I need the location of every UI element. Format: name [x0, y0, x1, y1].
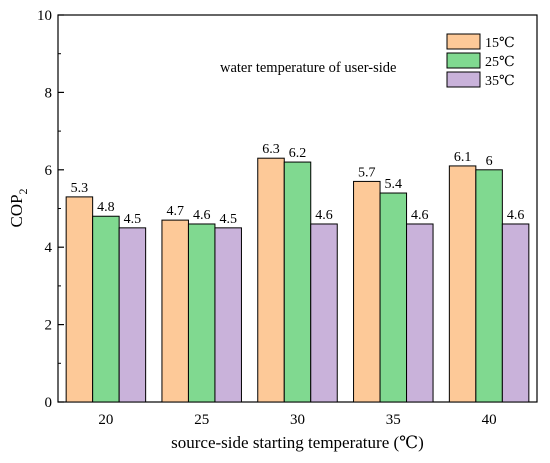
data-labels: 5.3 4.8 4.5 4.7 4.6 4.5 6.3 6.2 4.6 5.7 5.4 4.6 6.1 6…: [71, 142, 525, 227]
bar-1-30: [257, 157, 285, 403]
legend-swatch-3: [446, 71, 481, 88]
data-label: 4.7: [166, 204, 184, 219]
data-label: 4.6: [507, 208, 525, 223]
y-tick-label: 2: [45, 318, 53, 334]
legend-label-2: 25℃: [485, 55, 515, 70]
x-tick-label: 35: [386, 412, 401, 428]
data-label: 5.4: [385, 177, 403, 192]
data-label: 4.6: [411, 208, 429, 223]
data-label: 6.3: [262, 142, 280, 157]
bar-2-35: [379, 192, 408, 403]
data-label: 4.5: [124, 212, 142, 227]
y-tick-label: 6: [45, 163, 53, 179]
bar-3-20: [118, 227, 147, 403]
data-label: 5.3: [71, 181, 89, 196]
data-label: 4.5: [219, 212, 237, 227]
data-label: 6.2: [289, 146, 307, 161]
legend-label-3: 35℃: [485, 74, 515, 89]
bar-2-30: [283, 161, 312, 403]
y-axis-title-sub: 2: [16, 188, 30, 194]
bar-2-40: [475, 169, 503, 403]
legend: water temperature of user-side 15℃ 25℃ 35℃: [220, 33, 515, 89]
bar-1-20: [65, 196, 94, 403]
x-tick-label: 20: [98, 412, 113, 428]
bar-3-40: [501, 223, 530, 403]
bar-1-35: [353, 180, 381, 403]
y-tick-label: 4: [45, 240, 53, 256]
data-label: 5.7: [358, 165, 376, 180]
legend-swatch-2: [446, 52, 481, 69]
bar-3-35: [406, 223, 434, 403]
x-tick-label: 25: [194, 412, 209, 428]
bars: [65, 157, 530, 403]
data-label: 6.1: [454, 150, 472, 165]
x-tick-label: 30: [290, 412, 305, 428]
y-axis-title-main: COP: [7, 194, 26, 227]
data-label: 4.8: [97, 200, 115, 215]
y-axis: 0 2 4 6 8 10: [37, 8, 64, 411]
y-tick-label: 10: [37, 8, 52, 24]
y-axis-title: COP2: [7, 188, 30, 227]
bar-2-20: [92, 215, 120, 403]
legend-title: water temperature of user-side: [220, 60, 396, 76]
bar-3-30: [310, 223, 338, 403]
bar-1-25: [161, 219, 189, 403]
bar-2-25: [187, 223, 216, 403]
y-tick-label: 0: [45, 395, 53, 411]
x-tick-label: 40: [482, 412, 497, 428]
bar-1-40: [448, 165, 477, 403]
y-tick-label: 8: [45, 85, 53, 101]
data-label: 6: [486, 154, 493, 169]
legend-swatch-1: [446, 33, 481, 50]
legend-label-1: 15℃: [485, 36, 515, 51]
data-label: 4.6: [193, 208, 211, 223]
x-axis-title: source-side starting temperature (℃): [171, 433, 424, 452]
bar-3-25: [214, 227, 242, 403]
data-label: 4.6: [315, 208, 333, 223]
